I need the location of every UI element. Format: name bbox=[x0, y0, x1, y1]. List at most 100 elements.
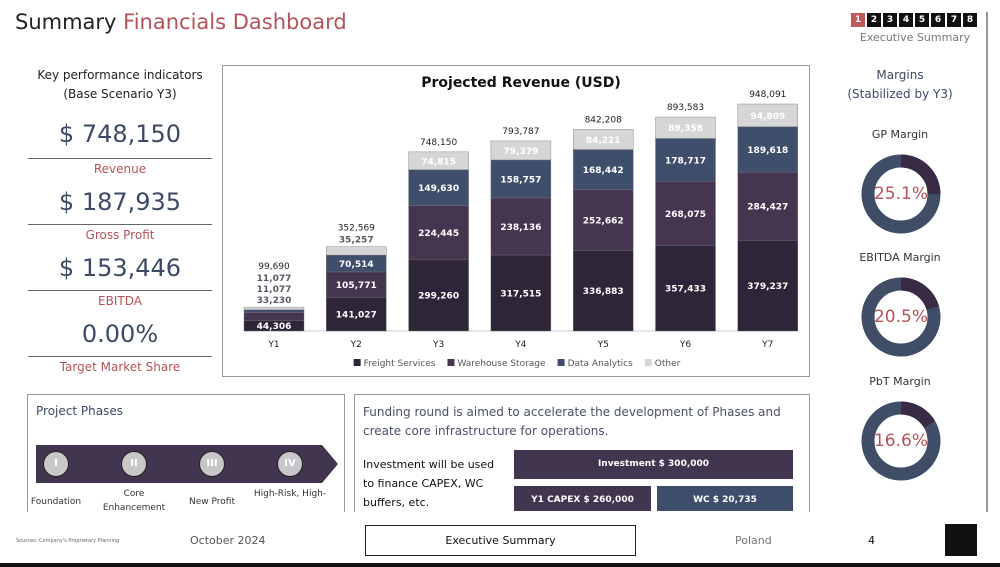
title-main: Summary bbox=[15, 10, 117, 34]
kpi-market-share-value: 0.00% bbox=[81, 320, 159, 348]
bar-segment bbox=[243, 309, 305, 313]
kpi-ebitda-label: EBITDA bbox=[28, 290, 212, 308]
segment-label: 70,514 bbox=[339, 260, 374, 270]
kpi-gross-profit-label: Gross Profit bbox=[28, 224, 212, 242]
bar-segment bbox=[655, 181, 716, 246]
kpi-revenue-value: $ 748,150 bbox=[58, 120, 182, 148]
segment-label: 44,306 bbox=[257, 322, 292, 332]
bar-segment bbox=[573, 250, 634, 332]
page-tab-6[interactable]: 6 bbox=[931, 13, 945, 27]
total-label: 842,208 bbox=[585, 115, 622, 125]
page-tab-7[interactable]: 7 bbox=[947, 13, 961, 27]
bar-segment bbox=[737, 171, 798, 241]
segment-label: 168,442 bbox=[583, 166, 624, 176]
segment-label: 357,433 bbox=[665, 285, 706, 295]
segment-label: 149,630 bbox=[418, 184, 459, 194]
segment-label: 224,445 bbox=[418, 229, 459, 239]
x-tick-label: Y1 bbox=[267, 340, 279, 350]
bar-segment bbox=[490, 254, 552, 332]
funding-panel: Funding round is aimed to accelerate the… bbox=[354, 394, 810, 514]
margin-value: 20.5% bbox=[873, 307, 928, 327]
page-title: Summary Financials Dashboard bbox=[15, 10, 347, 34]
bar-segment bbox=[490, 159, 552, 199]
page-tab-1[interactable]: 1 bbox=[851, 13, 865, 27]
margin-value: 16.6% bbox=[873, 431, 928, 451]
legend-label: Freight Services bbox=[364, 359, 436, 369]
footer-date: October 2024 bbox=[190, 534, 266, 547]
legend-label: Warehouse Storage bbox=[457, 359, 546, 369]
bar-segment bbox=[737, 239, 798, 332]
bar-segment bbox=[243, 312, 305, 321]
segment-label: 317,515 bbox=[500, 289, 541, 299]
bar-segment bbox=[490, 140, 552, 161]
margin-label: EBITDA Margin bbox=[859, 251, 941, 264]
x-tick-label: Y7 bbox=[761, 340, 773, 350]
kpi-heading: Key performance indicators (Base Scenario… bbox=[30, 66, 210, 104]
segment-label: 105,771 bbox=[336, 281, 377, 291]
title-accent: Financials Dashboard bbox=[123, 10, 347, 34]
margin-label: GP Margin bbox=[871, 128, 929, 141]
phase-label: Core Enhancement bbox=[102, 489, 166, 513]
bar-segment bbox=[326, 246, 387, 256]
revenue-chart-svg: Projected Revenue (USD)44,30633,23011,07… bbox=[243, 75, 798, 369]
segment-label: 268,075 bbox=[665, 210, 706, 220]
bar-segment bbox=[408, 169, 469, 206]
phase-marker: IV bbox=[277, 451, 303, 477]
x-tick-label: Y4 bbox=[514, 340, 526, 350]
legend-swatch bbox=[447, 359, 455, 366]
bar-segment bbox=[408, 151, 469, 170]
page-tab-2[interactable]: 2 bbox=[867, 13, 881, 27]
segment-label: 89,358 bbox=[668, 124, 703, 134]
page-tab-4[interactable]: 4 bbox=[899, 13, 913, 27]
kpi-market-share-label: Target Market Share bbox=[28, 356, 212, 374]
segment-label: 299,260 bbox=[418, 292, 459, 302]
segment-label: 11,077 bbox=[257, 274, 292, 284]
phases-arrow bbox=[36, 445, 338, 483]
segment-label: 84,221 bbox=[586, 136, 621, 146]
kpi-heading-line1: Key performance indicators bbox=[37, 68, 203, 82]
footer: Sources: Company's Proprietary Planning … bbox=[0, 512, 1000, 567]
bar-segment bbox=[573, 129, 634, 150]
footer-page-number: 4 bbox=[868, 534, 875, 547]
kpi-gross-profit-value: $ 187,935 bbox=[58, 188, 182, 216]
phase-label: New Profit bbox=[189, 497, 235, 507]
margins-heading: Margins (Stabilized by Y3) bbox=[840, 66, 960, 104]
page-tab-8[interactable]: 8 bbox=[963, 13, 977, 27]
total-label: 948,091 bbox=[749, 90, 786, 100]
segment-label: 74,815 bbox=[421, 157, 456, 167]
phases-title: Project Phases bbox=[36, 404, 123, 418]
bar-segment bbox=[573, 149, 634, 191]
bar-segment bbox=[490, 197, 552, 256]
segment-label: 35,257 bbox=[339, 236, 374, 246]
kpi-ebitda-value: $ 153,446 bbox=[58, 254, 182, 282]
segment-label: 94,809 bbox=[750, 112, 785, 122]
segment-label: 79,379 bbox=[504, 147, 539, 157]
x-tick-label: Y6 bbox=[679, 340, 691, 350]
page-tab-5[interactable]: 5 bbox=[915, 13, 929, 27]
page-tab-3[interactable]: 3 bbox=[883, 13, 897, 27]
total-label: 893,583 bbox=[667, 103, 704, 113]
margin-donut bbox=[861, 401, 941, 481]
total-label: 352,569 bbox=[338, 224, 375, 234]
bar-segment bbox=[573, 189, 634, 251]
segment-label: 141,027 bbox=[336, 311, 377, 321]
bar-segment bbox=[408, 205, 469, 260]
segment-label: 189,618 bbox=[747, 146, 788, 156]
segment-label: 33,230 bbox=[257, 296, 292, 306]
segment-label: 178,717 bbox=[665, 156, 706, 166]
bar-segment bbox=[408, 259, 469, 332]
kpi-revenue-label: Revenue bbox=[28, 158, 212, 176]
wc-block: WC $ 20,735 bbox=[657, 486, 793, 511]
x-tick-label: Y2 bbox=[350, 340, 362, 350]
section-label: Executive Summary bbox=[859, 31, 971, 44]
bar-segment bbox=[655, 116, 716, 139]
phase-marker: III bbox=[199, 451, 225, 477]
segment-label: 11,077 bbox=[257, 285, 292, 295]
footer-section-button[interactable]: Executive Summary bbox=[365, 525, 636, 556]
total-label: 99,690 bbox=[258, 262, 290, 272]
bottom-bar bbox=[0, 563, 1000, 567]
bar-segment bbox=[326, 297, 387, 332]
revenue-chart: Projected Revenue (USD) 44,306 33,230 11,07… bbox=[222, 65, 810, 377]
bar-segment bbox=[326, 271, 387, 298]
